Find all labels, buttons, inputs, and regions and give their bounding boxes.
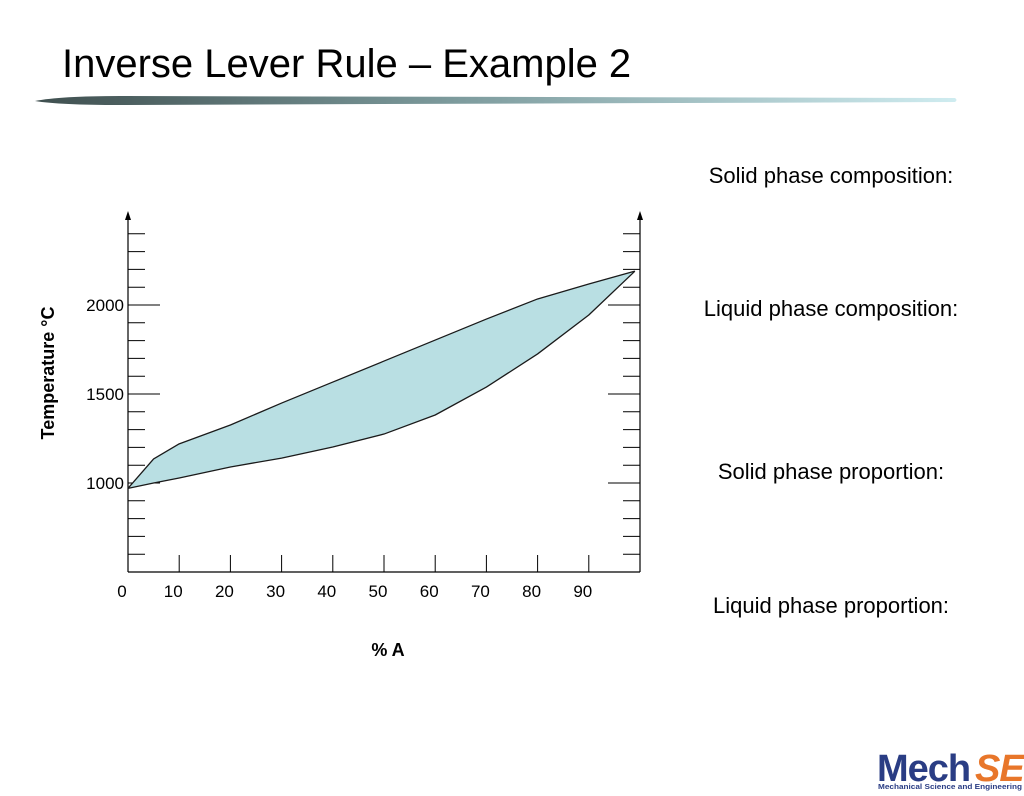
phase-boundary [127,270,636,489]
slide-title: Inverse Lever Rule – Example 2 [62,42,631,86]
question: Liquid phase proportion: [713,593,949,618]
x-tick-label: 30 [266,582,285,601]
question: Solid phase composition: [709,163,954,188]
x-tick-label: 90 [573,582,592,601]
y-tick-label: 1000 [86,474,124,493]
x-tick-label: 70 [471,582,490,601]
y-tick-label: 1500 [86,385,124,404]
logo-name: Mech [877,748,970,790]
axis-arrow [637,211,643,220]
y-axis-label: Temperature °C [38,307,58,440]
logo-highlight: SE [975,748,1024,790]
logo-subtitle: Mechanical Science and Engineering [878,782,1022,791]
x-tick-label: 20 [215,582,234,601]
x-tick-label: 10 [164,582,183,601]
question: Liquid phase composition: [704,296,958,321]
two-phase-region [128,271,635,489]
axis-arrow [125,211,131,220]
question: Solid phase proportion: [718,459,944,484]
x-tick-label: 60 [420,582,439,601]
logo: Mech SE Mechanical Science and Engineeri… [877,748,1024,791]
chart: Temperature °C % A 0 10 20 30 40 50 60 70 80 90 10… [38,211,643,660]
x-tick-label: 50 [369,582,388,601]
y-tick-label: 2000 [86,296,124,315]
x-axis-label: % A [371,640,404,660]
x-tick-label: 80 [522,582,541,601]
x-tick-label: 0 [117,582,126,601]
phase-boundary [127,270,636,489]
title-rule [35,96,957,105]
x-tick-label: 40 [317,582,336,601]
questions: Solid phase composition: Liquid phase co… [704,163,958,618]
